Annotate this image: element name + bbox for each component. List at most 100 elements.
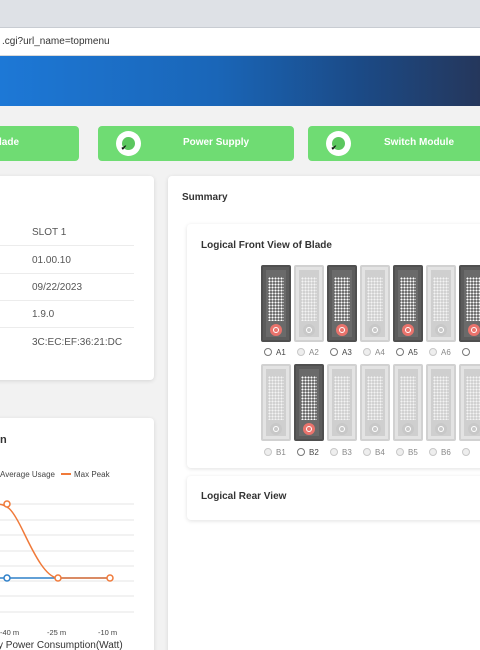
info-row: SLOT 1 — [0, 218, 134, 246]
x-axis-label: y Power Consumption(Watt) — [0, 640, 123, 650]
slot-radio-button — [264, 448, 272, 456]
power-icon — [369, 324, 381, 336]
slot-label-text: B1 — [276, 448, 286, 457]
blade-slot[interactable] — [459, 265, 480, 342]
front-view-panel: Logical Front View of Blade A1 A2 A3 A4 A5 A6… — [187, 224, 480, 468]
blade-slot[interactable] — [459, 364, 480, 441]
power-icon — [435, 423, 447, 435]
slot-radio-button — [363, 448, 371, 456]
address-bar[interactable]: .cgi?url_name=topmenu — [0, 28, 480, 56]
blade-chassis: A1 A2 A3 A4 A5 A6 B1 B2 B3 B4 B5 B6 — [187, 224, 480, 468]
blade-vent-grid — [301, 277, 317, 321]
power-icon — [369, 423, 381, 435]
blade-vent-grid — [334, 376, 350, 420]
blade-vent-grid — [466, 376, 480, 420]
power-icon — [468, 324, 480, 336]
slot-radio-label: B6 — [429, 448, 451, 457]
power-icon — [270, 423, 282, 435]
slot-label-text: A5 — [408, 348, 418, 357]
blade-slot[interactable] — [261, 265, 291, 342]
info-value: 1.9.0 — [32, 309, 55, 320]
legend-average-label: Average Usage — [0, 470, 56, 479]
blade-slot[interactable] — [393, 364, 423, 441]
blade-vent-grid — [334, 277, 350, 321]
blade-slot[interactable] — [327, 364, 357, 441]
power-icon — [468, 423, 480, 435]
power-supply-status-button[interactable]: ✔ Power Supply — [98, 126, 294, 161]
slot-radio-label: B1 — [264, 448, 286, 457]
slot-label-text: A6 — [441, 348, 451, 357]
switch-module-status-button[interactable]: ✔ Switch Module — [308, 126, 480, 161]
slot-radio-button[interactable] — [264, 348, 272, 356]
slot-label-text: B4 — [375, 448, 385, 457]
power-icon — [336, 324, 348, 336]
blade-vent-grid — [400, 376, 416, 420]
slot-label-text: A4 — [375, 348, 385, 357]
blade-vent-grid — [400, 277, 416, 321]
slot-radio-label[interactable]: A1 — [264, 348, 286, 357]
rear-view-title: Logical Rear View — [201, 491, 287, 502]
status-ok-icon: ✔ — [116, 131, 141, 156]
slot-radio-button — [396, 448, 404, 456]
switch-module-label: Switch Module — [384, 137, 454, 148]
status-ok-icon: ✔ — [326, 131, 351, 156]
slot-radio-button[interactable] — [330, 348, 338, 356]
blade-slot[interactable] — [261, 364, 291, 441]
slot-label-text: B3 — [342, 448, 352, 457]
info-row: e 09/22/2023 — [0, 273, 134, 301]
blade-slot[interactable] — [360, 265, 390, 342]
info-value: 3C:EC:EF:36:21:DC — [32, 337, 123, 348]
x-tick-label: -40 m — [0, 628, 19, 637]
power-icon — [402, 324, 414, 336]
rear-view-panel[interactable]: Logical Rear View — [187, 476, 480, 520]
front-view-title: Logical Front View of Blade — [201, 240, 332, 251]
series-line-max-peak — [0, 503, 109, 579]
blade-slot[interactable] — [426, 265, 456, 342]
slot-radio-button — [363, 348, 371, 356]
blade-slot[interactable] — [327, 265, 357, 342]
blade-slot[interactable] — [360, 364, 390, 441]
slot-label-text: A1 — [276, 348, 286, 357]
power-icon — [303, 423, 315, 435]
slot-radio-label: A2 — [297, 348, 319, 357]
x-tick-label: -25 m — [47, 628, 66, 637]
blade-slot[interactable] — [294, 265, 324, 342]
slot-radio-label[interactable] — [462, 348, 474, 357]
blade-status-button[interactable]: lade — [0, 126, 79, 161]
slot-radio-label[interactable]: A5 — [396, 348, 418, 357]
blade-vent-grid — [367, 376, 383, 420]
power-icon — [270, 324, 282, 336]
slot-radio-label[interactable]: A3 — [330, 348, 352, 357]
power-icon — [303, 324, 315, 336]
slot-label-text: A3 — [342, 348, 352, 357]
blade-vent-grid — [268, 277, 284, 321]
blade-slot[interactable] — [426, 364, 456, 441]
info-value: SLOT 1 — [32, 227, 67, 238]
slot-radio-button — [429, 448, 437, 456]
blade-vent-grid — [466, 277, 480, 321]
slot-label-text: B6 — [441, 448, 451, 457]
blade-vent-grid — [433, 277, 449, 321]
summary-card: Summary Logical Front View of Blade A1 A2… — [168, 176, 480, 650]
power-chart: Average Usage Max Peak -40 m -25 m -10 m y Po… — [0, 470, 134, 650]
slot-radio-button — [297, 348, 305, 356]
slot-radio-label[interactable]: B2 — [297, 448, 319, 457]
blade-vent-grid — [367, 277, 383, 321]
slot-label-text: B2 — [309, 448, 319, 457]
slot-radio-label: A6 — [429, 348, 451, 357]
series-point-max-peak — [106, 574, 114, 582]
blade-vent-grid — [268, 376, 284, 420]
series-point-average-usage — [3, 574, 11, 582]
info-value: 01.00.10 — [32, 255, 71, 266]
browser-tab-strip — [0, 0, 480, 28]
slot-radio-label: B3 — [330, 448, 352, 457]
blade-slot[interactable] — [393, 265, 423, 342]
slot-radio-button — [330, 448, 338, 456]
slot-radio-button[interactable] — [462, 348, 470, 356]
slot-radio-button[interactable] — [396, 348, 404, 356]
info-row: 01.00.10 — [0, 246, 134, 274]
blade-slot[interactable] — [294, 364, 324, 441]
slot-radio-button[interactable] — [297, 448, 305, 456]
slot-radio-label — [462, 448, 474, 457]
power-icon — [435, 324, 447, 336]
